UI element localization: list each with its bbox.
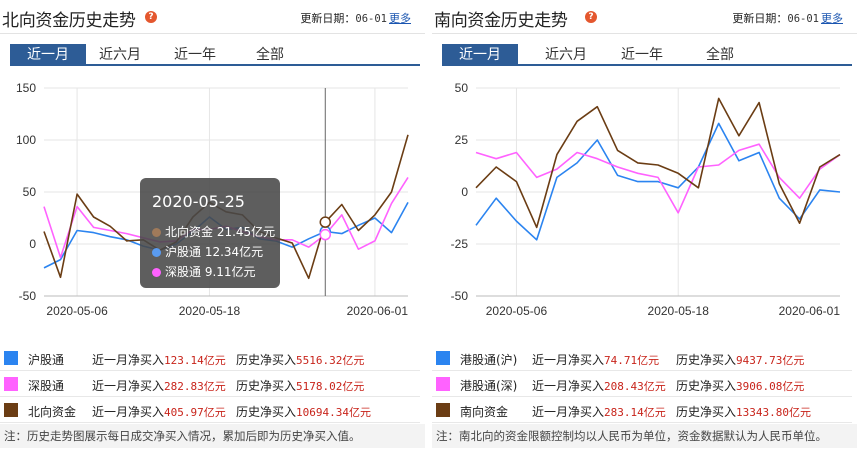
x-tick-label: 2020-06-01 <box>347 304 409 317</box>
legend-month: 近一月净买入405.97亿元 <box>92 405 226 419</box>
legend-swatch <box>4 403 18 417</box>
legend-table: 沪股通 近一月净买入123.14亿元 历史净买入5516.32亿元 深股通 近一… <box>0 345 420 423</box>
series-line <box>475 122 841 241</box>
tab-1-month[interactable]: 近一月 <box>10 44 86 66</box>
legend-swatch <box>436 351 450 365</box>
tab-1-month[interactable]: 近一月 <box>442 44 518 66</box>
tab-1-year[interactable]: 近一年 <box>174 47 216 63</box>
series-line <box>475 97 841 229</box>
legend-history: 历史净买入5178.02亿元 <box>236 379 365 393</box>
legend-name: 南向资金 <box>460 405 509 419</box>
legend-history: 历史净买入3906.08亿元 <box>676 379 805 393</box>
panel-title: 南向资金历史走势 <box>434 11 568 31</box>
tab-all[interactable]: 全部 <box>256 47 284 63</box>
footnote: 注：历史走势图展示每日成交净买入情况，累加后即为历史净买入值。 <box>0 424 425 448</box>
x-tick-label: 2020-05-18 <box>648 304 710 317</box>
y-tick-label: 50 <box>455 81 469 95</box>
legend-swatch <box>4 377 18 391</box>
x-tick-label: 2020-05-06 <box>46 304 108 317</box>
legend-month: 近一月净买入282.83亿元 <box>92 379 226 393</box>
panel-header: 北向资金历史走势 ? 更新日期：06-01 更多 <box>0 0 425 34</box>
range-tabs: 近一月 近六月 近一年 全部 <box>10 44 420 66</box>
y-tick-label: -25 <box>451 237 469 251</box>
tooltip-row: 深股通 9.11亿元 <box>152 263 256 280</box>
legend-month: 近一月净买入208.43亿元 <box>532 379 666 393</box>
legend-history: 历史净买入10694.34亿元 <box>236 405 371 419</box>
y-tick-label: 50 <box>23 185 37 199</box>
x-tick-label: 2020-06-01 <box>779 304 841 317</box>
legend-month: 近一月净买入123.14亿元 <box>92 353 226 367</box>
tab-6-months[interactable]: 近六月 <box>99 47 141 63</box>
legend-swatch <box>436 403 450 417</box>
y-tick-label: 150 <box>16 81 36 95</box>
update-date: 更新日期：06-01 <box>300 12 387 25</box>
legend-row: 沪股通 近一月净买入123.14亿元 历史净买入5516.32亿元 <box>0 345 420 371</box>
tab-1-year[interactable]: 近一年 <box>621 47 663 63</box>
tooltip-row: 北向资金 21.45亿元 <box>152 223 275 240</box>
y-tick-label: 25 <box>455 133 469 147</box>
x-tick-label: 2020-05-06 <box>486 304 548 317</box>
legend-name: 沪股通 <box>28 353 65 367</box>
southbound-panel: 南向资金历史走势 ? 更新日期：06-01 更多 近一月 近六月 近一年 全部 … <box>432 0 857 450</box>
northbound-panel: 北向资金历史走势 ? 更新日期：06-01 更多 近一月 近六月 近一年 全部 … <box>0 0 425 450</box>
legend-row: 深股通 近一月净买入282.83亿元 历史净买入5178.02亿元 <box>0 371 420 397</box>
chart-tooltip: 2020-05-25 北向资金 21.45亿元 沪股通 12.34亿元 深股通 … <box>140 178 280 288</box>
legend-row: 港股通(沪) 近一月净买入74.71亿元 历史净买入9437.73亿元 <box>432 345 852 371</box>
range-tabs: 近一月 近六月 近一年 全部 <box>442 44 852 66</box>
legend-name: 深股通 <box>28 379 65 393</box>
question-icon[interactable]: ? <box>585 11 597 23</box>
more-link[interactable]: 更多 <box>389 12 411 25</box>
highlight-marker <box>319 216 332 228</box>
legend-name: 北向资金 <box>28 405 77 419</box>
update-date: 更新日期：06-01 <box>732 12 819 25</box>
series-dot-icon <box>152 248 161 257</box>
legend-history: 历史净买入9437.73亿元 <box>676 353 805 367</box>
series-line <box>475 143 841 214</box>
legend-name: 港股通(深) <box>460 379 518 393</box>
y-tick-label: -50 <box>451 289 469 303</box>
legend-name: 港股通(沪) <box>460 353 518 367</box>
tab-6-months[interactable]: 近六月 <box>545 47 587 63</box>
tooltip-row: 沪股通 12.34亿元 <box>152 243 263 260</box>
question-icon[interactable]: ? <box>145 11 157 23</box>
legend-swatch <box>436 377 450 391</box>
panel-title: 北向资金历史走势 <box>2 11 136 31</box>
footnote: 注：南北向的资金限额控制均以人民币为单位，资金数据默认为人民币单位。 <box>432 424 857 448</box>
series-dot-icon <box>152 268 161 277</box>
highlight-marker <box>319 228 332 241</box>
y-tick-label: -50 <box>19 289 37 303</box>
legend-history: 历史净买入5516.32亿元 <box>236 353 365 367</box>
y-tick-label: 0 <box>29 237 36 251</box>
y-tick-label: 0 <box>461 185 468 199</box>
legend-history: 历史净买入13343.80亿元 <box>676 405 811 419</box>
legend-row: 北向资金 近一月净买入405.97亿元 历史净买入10694.34亿元 <box>0 397 420 423</box>
tab-all[interactable]: 全部 <box>706 47 734 63</box>
legend-month: 近一月净买入283.14亿元 <box>532 405 666 419</box>
legend-month: 近一月净买入74.71亿元 <box>532 353 660 367</box>
x-tick-label: 2020-05-18 <box>179 304 241 317</box>
legend-table: 港股通(沪) 近一月净买入74.71亿元 历史净买入9437.73亿元 港股通(… <box>432 345 852 423</box>
more-link[interactable]: 更多 <box>821 12 843 25</box>
panel-header: 南向资金历史走势 ? 更新日期：06-01 更多 <box>432 0 857 34</box>
tooltip-date: 2020-05-25 <box>152 192 245 211</box>
y-tick-label: 100 <box>16 133 36 147</box>
legend-row: 南向资金 近一月净买入283.14亿元 历史净买入13343.80亿元 <box>432 397 852 423</box>
southbound-chart[interactable]: -50 -25 0 25 50 2020-05-06 2020-05-18 2020-06-0… <box>432 72 857 317</box>
legend-row: 港股通(深) 近一月净买入208.43亿元 历史净买入3906.08亿元 <box>432 371 852 397</box>
series-dot-icon <box>152 228 161 237</box>
legend-swatch <box>4 351 18 365</box>
